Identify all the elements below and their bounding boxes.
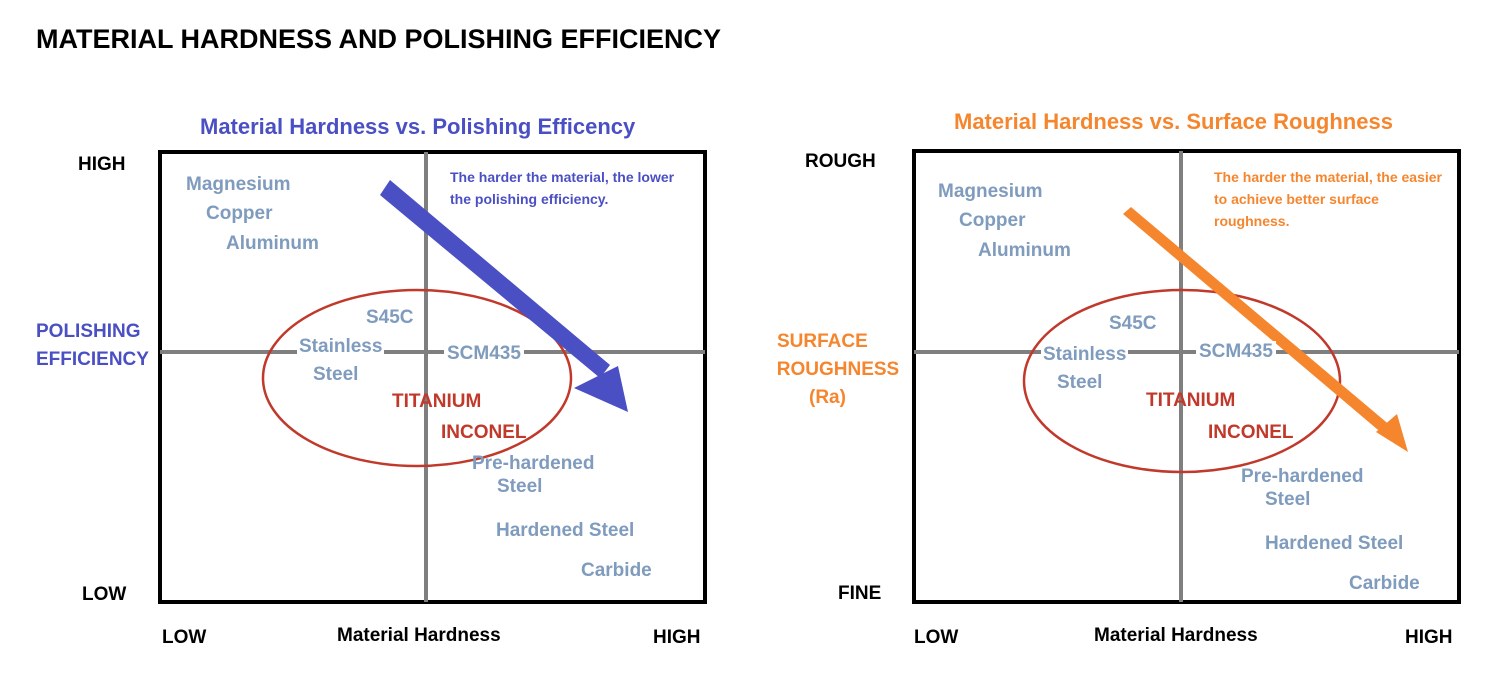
chart-2-stainless-line-1: Stainless [1041, 344, 1129, 366]
chart-1-y-axis-label-line-2: EFFICIENCY [36, 349, 149, 370]
chart-1-ellipse [261, 288, 573, 468]
chart-1-aluminum: Aluminum [226, 233, 319, 254]
chart-2-inconel: INCONEL [1208, 422, 1294, 443]
chart-1-note: The harder the material, the lower the p… [450, 169, 675, 207]
chart-1-y-high-label: HIGH [78, 154, 126, 175]
chart-1-titanium: TITANIUM [392, 391, 482, 412]
chart-1-x-high-label: HIGH [653, 627, 701, 648]
chart-1-frame [158, 150, 707, 604]
chart-2-title: Material Hardness vs. Surface Roughness [954, 109, 1393, 134]
chart-1-scm435: SCM435 [444, 343, 524, 365]
chart-2-magnesium: Magnesium [938, 181, 1043, 202]
chart-2-x-low-label: LOW [914, 627, 959, 648]
chart-1-hardened-steel: Hardened Steel [496, 520, 635, 541]
chart-1-y-low-label: LOW [82, 584, 127, 605]
chart-2-copper: Copper [959, 210, 1026, 231]
chart-1-x-low-label: LOW [162, 627, 207, 648]
chart-2-quadrant [912, 149, 1461, 604]
chart-1-inconel: INCONEL [441, 422, 527, 443]
chart-2-y-axis-label-line-2: ROUGHNESS [776, 359, 900, 380]
chart-2-s45c: S45C [1109, 313, 1157, 334]
chart-2-y-axis-label: SURFACE ROUGHNESS (Ra) [775, 328, 901, 412]
chart-2-hardened-steel: Hardened Steel [1265, 533, 1404, 554]
chart-2-trend-arrow [1123, 207, 1408, 452]
chart-2-aluminum: Aluminum [978, 240, 1071, 261]
chart-1-carbide: Carbide [581, 560, 652, 581]
chart-1-stainless-line-1: Stainless [297, 336, 385, 358]
chart-2-y-high-label: ROUGH [805, 151, 876, 172]
chart-2-scm435: SCM435 [1196, 341, 1276, 363]
chart-2-ellipse [1022, 288, 1342, 474]
chart-2-y-low-label: FINE [838, 583, 882, 604]
chart-1-prehardened-line-2: Steel [497, 476, 543, 497]
chart-2-y-axis-label-line-3: (Ra) [809, 387, 846, 408]
chart-2-frame [912, 149, 1461, 604]
chart-1-trend-arrow [380, 180, 628, 412]
chart-1-y-axis-label: POLISHING EFFICIENCY [36, 318, 149, 374]
chart-2-y-axis-label-line-1: SURFACE [777, 331, 868, 352]
chart-1-magnesium: Magnesium [186, 174, 291, 195]
chart-2-stainless-line-2: Steel [1057, 372, 1103, 393]
chart-1-y-axis-label-line-1: POLISHING [36, 321, 141, 342]
chart-2-carbide: Carbide [1349, 573, 1420, 594]
chart-2-x-high-label: HIGH [1405, 627, 1453, 648]
chart-2-note: The harder the material, the easier to a… [1214, 169, 1442, 229]
chart-1-s45c: S45C [366, 307, 414, 328]
page-title: MATERIAL HARDNESS AND POLISHING EFFICIEN… [36, 24, 722, 54]
chart-2-prehardened-line-1: Pre-hardened [1241, 466, 1364, 487]
chart-2-prehardened-line-2: Steel [1265, 489, 1311, 510]
chart-2-titanium: TITANIUM [1146, 390, 1236, 411]
chart-1-copper: Copper [206, 203, 273, 224]
chart-1-x-axis-label: Material Hardness [337, 625, 501, 646]
chart-1-stainless-line-2: Steel [313, 364, 359, 385]
chart-1-title: Material Hardness vs. Polishing Efficenc… [200, 114, 636, 139]
chart-1-prehardened-line-1: Pre-hardened [472, 453, 595, 474]
chart-2-x-axis-label: Material Hardness [1094, 625, 1258, 646]
